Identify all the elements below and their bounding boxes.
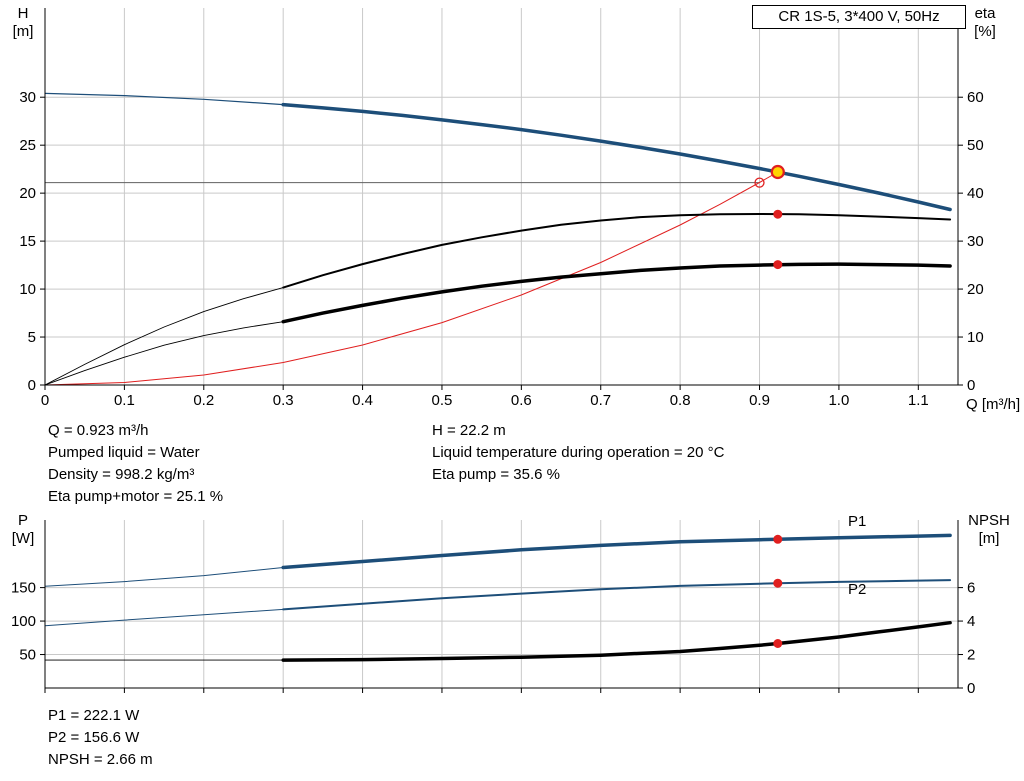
tick-label-right: 2 (967, 647, 975, 664)
tick-label-x: 0.8 (670, 392, 691, 409)
p1-curve (281, 533, 952, 570)
tick-label-x: 1.1 (908, 392, 929, 409)
tick-label-right: 50 (967, 137, 984, 154)
h-axis-symbol: H (17, 5, 29, 22)
qh-eta-chart: 0 5 10 15 20 25 30 0 10 20 30 40 50 60 0 0.1 0.2 0.3 0.4 0.… (19, 8, 984, 409)
tick-label-right: 30 (967, 233, 984, 250)
pumped-liquid: Pumped liquid = Water (48, 444, 200, 461)
tick-label-left: 50 (19, 647, 36, 664)
tick-label-left: 25 (19, 137, 36, 154)
requested-duty-point (754, 177, 765, 188)
eta-pump-motor-operating-point (773, 260, 783, 270)
p-axis-unit: [W] (11, 530, 35, 547)
eta-pump-value: Eta pump = 35.6 % (432, 466, 560, 483)
p1-operating-point (773, 534, 783, 544)
npsh-axis-title: NPSH [m] (958, 512, 1020, 548)
tick-label-x: 0.6 (511, 392, 532, 409)
tick-label-x: 1.0 (828, 392, 849, 409)
chart-title-text: CR 1S-5, 3*400 V, 50Hz (778, 8, 940, 25)
eta-pump-motor-curve-low (44, 321, 284, 386)
p1-value: P1 = 222.1 W (48, 707, 140, 724)
q-axis-label: Q [m³/h] (966, 396, 1021, 413)
tick-label-left: 10 (19, 281, 36, 298)
tick-label-x: 0.1 (114, 392, 135, 409)
eta-axis-title: eta [%] (964, 5, 1006, 41)
power-npsh-chart: 50 100 150 0 2 4 6 P1 P2 (11, 513, 975, 697)
eta-pump-operating-point (773, 209, 783, 219)
p2-operating-point (773, 578, 783, 588)
eta-axis-symbol: eta (974, 5, 996, 22)
npsh-axis-symbol: NPSH (968, 512, 1010, 529)
tick-label-right: 10 (967, 329, 984, 346)
tick-label-right: 6 (967, 580, 975, 597)
eta-pump-curve-low (44, 287, 284, 386)
tick-label-x: 0.3 (273, 392, 294, 409)
qh-curve (281, 102, 952, 212)
eta-pump-motor-curve (281, 262, 952, 324)
p2-value: P2 = 156.6 W (48, 729, 140, 746)
power-info: P1 = 222.1 W P2 = 156.6 W NPSH = 2.66 m (48, 705, 153, 771)
npsh-curve (281, 620, 952, 662)
tick-label-right: 20 (967, 281, 984, 298)
tick-label-left: 150 (11, 580, 36, 597)
eta-axis-unit: [%] (974, 23, 996, 40)
npsh-operating-point (773, 639, 783, 648)
tick-label-left: 0 (28, 377, 36, 394)
p-axis-symbol: P (17, 512, 28, 529)
tick-label-left: 20 (19, 185, 36, 202)
p1-series-label: P1 (848, 513, 866, 530)
density-value: Density = 998.2 kg/m³ (48, 466, 195, 483)
tick-label-x: 0.4 (352, 392, 373, 409)
tick-label-right: 4 (967, 613, 975, 630)
eta-pump-motor-value: Eta pump+motor = 25.1 % (48, 488, 224, 505)
tick-label-left: 30 (19, 89, 36, 106)
tick-label-x: 0.2 (193, 392, 214, 409)
p-axis-title: P [W] (4, 512, 42, 548)
npsh-value: NPSH = 2.66 m (48, 751, 153, 768)
tick-label-left: 5 (28, 329, 36, 346)
h-axis-title: H [m] (4, 5, 42, 41)
operating-point (770, 164, 785, 180)
p1-curve-low (44, 567, 284, 587)
tick-label-x: 0.9 (749, 392, 770, 409)
tick-label-x: 0 (41, 392, 49, 409)
q-axis-title: Q [m³/h] (966, 396, 1024, 414)
chart-title-box: CR 1S-5, 3*400 V, 50Hz (752, 5, 966, 29)
duty-info-right: H = 22.2 m Liquid temperature during ope… (432, 420, 724, 486)
tick-label-x: 0.7 (590, 392, 611, 409)
eta-pump-curve (282, 213, 952, 289)
qh-curve-low (44, 92, 284, 106)
duty-info-left: Q = 0.923 m³/h Pumped liquid = Water Den… (48, 420, 223, 508)
tick-label-right: 60 (967, 89, 984, 106)
tick-label-right: 40 (967, 185, 984, 202)
flow-value: Q = 0.923 m³/h (48, 422, 149, 439)
tick-label-left: 15 (19, 233, 36, 250)
p2-curve-low (44, 608, 284, 627)
tick-label-right: 0 (967, 680, 975, 697)
liquid-temperature: Liquid temperature during operation = 20… (432, 444, 725, 461)
tick-label-right: 0 (967, 377, 975, 394)
p2-series-label: P2 (848, 581, 866, 598)
head-value: H = 22.2 m (432, 422, 506, 439)
tick-label-x: 0.5 (432, 392, 453, 409)
npsh-axis-unit: [m] (978, 530, 1000, 547)
tick-label-left: 100 (11, 613, 36, 630)
system-curve (44, 171, 779, 386)
h-axis-unit: [m] (12, 23, 34, 40)
p2-curve (282, 579, 952, 611)
